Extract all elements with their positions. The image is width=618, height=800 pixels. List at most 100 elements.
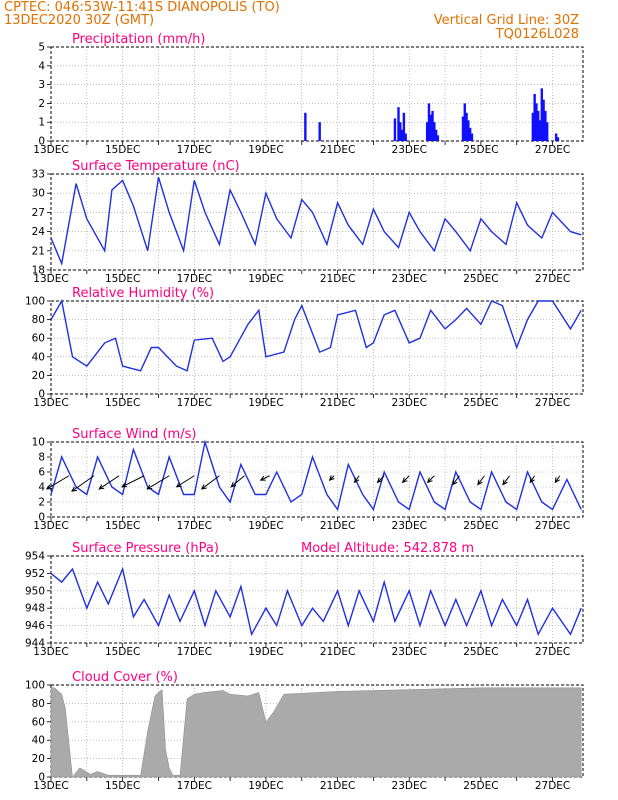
x-tick-label-temp: 13DEC <box>33 273 68 285</box>
y-tick-label-rh: 20 <box>32 370 45 382</box>
precip-bar <box>556 137 560 141</box>
y-tick-label-wind: 10 <box>32 437 45 449</box>
precip-bar <box>434 129 438 141</box>
y-tick-label-pres: 952 <box>25 568 45 580</box>
wind-arrow <box>427 475 435 483</box>
y-tick-label-temp: 21 <box>32 245 45 257</box>
x-tick-label-pres: 25DEC <box>463 646 498 658</box>
series-line-rh <box>50 299 582 372</box>
x-tick-label-wind: 17DEC <box>177 520 212 532</box>
y-tick-label-pres: 950 <box>25 585 45 597</box>
x-tick-label-rh: 19DEC <box>248 397 283 409</box>
y-tick-label-pres: 954 <box>25 551 45 563</box>
frame-precip <box>50 46 584 142</box>
y-tick-label-precip: 2 <box>38 98 45 110</box>
x-tick-label-wind: 25DEC <box>463 520 498 532</box>
y-tick-label-precip: 4 <box>38 60 45 72</box>
wind-arrow-head <box>259 475 266 481</box>
station-header: CPTEC: 046:53W-11:41S DIANOPOLIS (TO) <box>4 0 280 15</box>
precip-bar <box>461 116 465 141</box>
precip-bar <box>468 127 472 141</box>
wind-arrow <box>176 475 195 488</box>
x-tick-label-pres: 19DEC <box>248 646 283 658</box>
x-tick-label-cloud: 23DEC <box>392 780 427 792</box>
x-tick-label-cloud: 17DEC <box>177 780 212 792</box>
wind-arrow-head <box>376 477 383 484</box>
wind-arrow-head <box>328 475 335 481</box>
x-tick-label-rh: 13DEC <box>33 397 68 409</box>
precip-bar <box>533 94 536 141</box>
y-tick-label-pres: 948 <box>25 603 45 615</box>
x-tick-label-rh: 23DEC <box>392 397 427 409</box>
precip-bar <box>465 112 468 141</box>
y-tick-label-temp: 24 <box>32 226 46 238</box>
wind-arrow-head <box>200 484 207 490</box>
x-tick-label-precip: 25DEC <box>463 144 498 156</box>
frame-pres <box>50 555 584 644</box>
cloud-area <box>50 687 582 778</box>
precip-bar <box>304 112 307 141</box>
y-tick-label-temp: 18 <box>32 265 45 277</box>
y-tick-label-cloud: 60 <box>32 716 45 728</box>
x-tick-label-rh: 17DEC <box>177 397 212 409</box>
wind-arrow-head <box>502 479 508 486</box>
panel-title-precip: Precipitation (mm/h) <box>72 32 205 47</box>
x-tick-label-pres: 27DEC <box>535 646 570 658</box>
x-tick-label-precip: 23DEC <box>392 144 427 156</box>
panel-temp: 18 21 24 27 30 33 13DEC 15DEC 17DEC 19DEC 21DEC 23D… <box>32 159 584 285</box>
panel-precip: 0 1 2 3 4 5 13DEC 15DEC 17DEC 19DEC 21DEC 23DEC 25DE… <box>33 32 584 156</box>
y-tick-label-wind: 4 <box>38 482 45 494</box>
wind-arrow <box>260 475 270 481</box>
x-tick-label-rh: 25DEC <box>463 397 498 409</box>
x-tick-label-pres: 13DEC <box>33 646 68 658</box>
wind-arrow <box>402 475 410 483</box>
x-tick-label-temp: 25DEC <box>463 273 498 285</box>
precip-bar <box>470 133 474 141</box>
x-tick-label-precip: 27DEC <box>535 144 570 156</box>
x-tick-label-temp: 23DEC <box>392 273 427 285</box>
wind-arrow <box>230 475 245 488</box>
wind-arrow-head <box>121 482 128 488</box>
precip-bar <box>425 122 429 141</box>
y-tick-label-rh: 40 <box>32 351 45 363</box>
wind-arrow <box>377 475 385 483</box>
x-tick-label-wind: 15DEC <box>105 520 140 532</box>
y-tick-label-rh: 0 <box>38 389 45 401</box>
panel-pres: 944 946 948 950 952 954 13DEC 15DEC 17DEC 19DEC 21… <box>25 541 584 658</box>
wind-arrow <box>452 475 460 485</box>
x-tick-label-wind: 27DEC <box>535 520 570 532</box>
y-tick-label-precip: 0 <box>38 136 45 148</box>
panel-title-wind: Surface Wind (m/s) <box>72 427 196 442</box>
y-tick-label-rh: 80 <box>32 314 45 326</box>
wind-arrow-head <box>175 482 182 488</box>
wind-arrow <box>529 475 536 483</box>
precip-bar <box>554 133 558 141</box>
y-tick-label-temp: 27 <box>32 207 45 219</box>
wind-arrow-head <box>98 484 105 490</box>
x-tick-label-wind: 21DEC <box>320 520 355 532</box>
wind-arrow <box>121 475 145 488</box>
x-tick-label-temp: 27DEC <box>535 273 570 285</box>
x-tick-label-pres: 17DEC <box>177 646 212 658</box>
x-tick-label-precip: 21DEC <box>320 144 355 156</box>
series-line-wind <box>50 439 582 512</box>
precip-bar <box>545 122 549 141</box>
wind-arrow <box>46 475 70 490</box>
precip-bar <box>542 99 545 141</box>
wind-arrow-head <box>230 481 237 488</box>
wind-arrow-head <box>426 477 433 484</box>
precip-bar <box>399 122 402 141</box>
y-tick-label-rh: 100 <box>25 296 45 308</box>
precip-bar <box>402 112 406 141</box>
wind-arrow <box>71 475 95 492</box>
precip-bar <box>544 110 547 141</box>
y-tick-label-pres: 946 <box>25 620 45 632</box>
vertical-grid-note: Vertical Grid Line: 30Z <box>433 13 579 28</box>
wind-arrow-head <box>529 477 535 484</box>
wind-arrow <box>98 475 120 490</box>
y-tick-label-temp: 30 <box>32 188 45 200</box>
precip-bar <box>318 122 321 141</box>
y-tick-label-wind: 0 <box>38 512 45 524</box>
y-tick-label-precip: 5 <box>38 42 45 54</box>
wind-arrow <box>201 475 220 490</box>
